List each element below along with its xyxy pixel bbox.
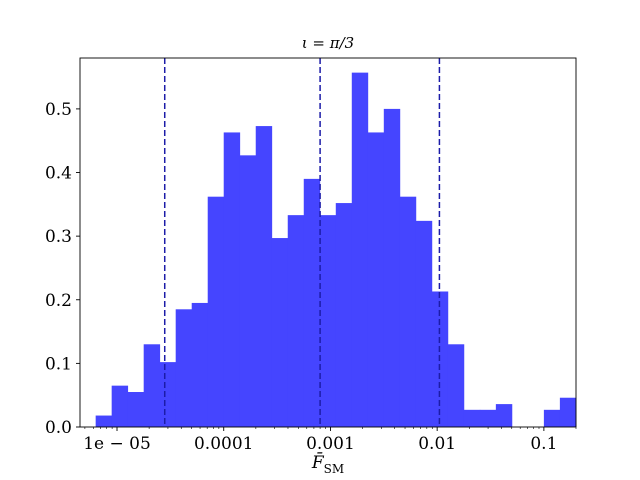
histogram-bar <box>559 397 577 427</box>
reference-lines <box>163 58 441 427</box>
histogram-bar <box>319 215 337 427</box>
x-tick-label: 1e − 05 <box>83 434 151 454</box>
histogram-bar <box>207 196 225 427</box>
histogram-bar <box>287 215 305 427</box>
histogram-bar <box>367 132 385 427</box>
histogram-bar <box>463 409 481 427</box>
y-tick-label: 0.2 <box>45 291 72 311</box>
histogram-bar <box>111 385 129 427</box>
histogram-bar <box>271 238 289 427</box>
histogram-bar <box>175 309 193 427</box>
histogram-bar <box>351 72 369 427</box>
chart-title: ι = π/3 <box>302 34 354 52</box>
y-tick-label: 0.4 <box>45 164 72 184</box>
x-tick-label: 0.01 <box>418 434 456 454</box>
histogram-bar <box>223 132 241 427</box>
plot-frame <box>79 57 577 428</box>
x-axis-label: F̄SM <box>311 451 344 476</box>
histogram-bar <box>383 108 401 428</box>
histogram-bar <box>159 362 177 427</box>
histogram-bar <box>239 155 257 427</box>
histogram-bar <box>303 178 321 427</box>
histogram-bars <box>95 72 577 428</box>
x-axis-label-subscript: SM <box>324 462 345 476</box>
histogram-bar <box>447 344 465 427</box>
histogram-bar <box>255 126 273 427</box>
histogram-bar <box>335 203 353 427</box>
y-tick-label: 0.3 <box>45 227 72 247</box>
x-tick-label: 0.0001 <box>194 434 253 454</box>
histogram-bar <box>543 409 561 427</box>
y-tick-label: 0.0 <box>45 418 72 438</box>
x-axis-label-main: F̄ <box>311 451 325 473</box>
histogram-bar <box>127 392 145 427</box>
histogram-bar <box>495 404 513 427</box>
histogram-bar <box>415 220 433 427</box>
x-tick-label: 0.1 <box>530 434 557 454</box>
x-tick-label: 0.001 <box>306 434 355 454</box>
histogram-bar <box>479 409 497 427</box>
histogram-bar <box>143 344 161 427</box>
histogram-bar <box>95 415 113 427</box>
x-axis-ticks: 1e − 05 0.0001 0.001 0.01 0.1 <box>83 427 577 454</box>
histogram-bar <box>191 302 209 427</box>
y-tick-label: 0.1 <box>45 354 72 374</box>
y-tick-label: 0.5 <box>45 100 72 120</box>
y-axis-ticks: 0.0 0.1 0.2 0.3 0.4 0.5 <box>45 100 80 438</box>
histogram-bar <box>399 196 417 427</box>
